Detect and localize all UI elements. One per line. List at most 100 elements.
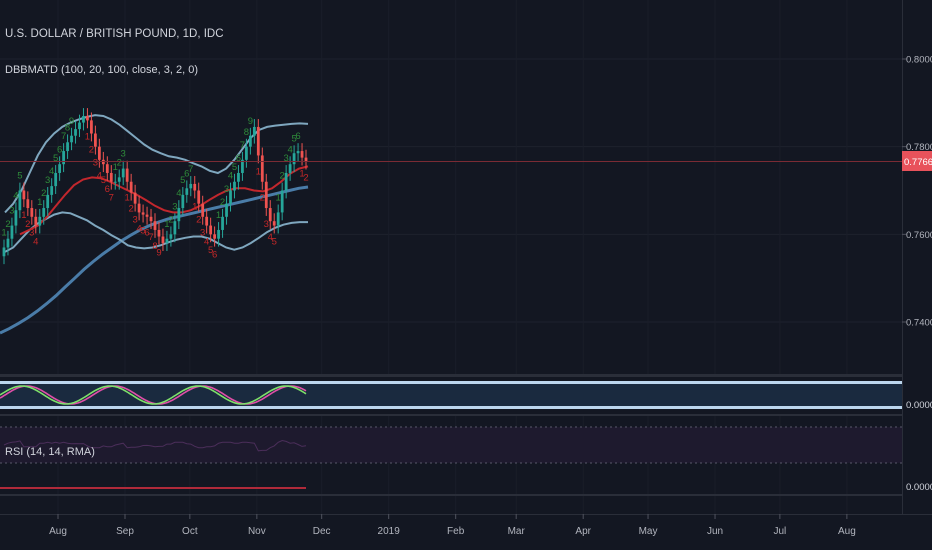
candle-body bbox=[284, 172, 288, 191]
td-count-down: 2 bbox=[25, 219, 30, 230]
candle-body bbox=[82, 115, 85, 123]
candle-body bbox=[117, 177, 121, 182]
rsi-pane-fill bbox=[0, 427, 902, 463]
td-count-down: 6 bbox=[212, 250, 217, 261]
price-axis-label: 0.78000 bbox=[906, 142, 932, 153]
time-axis-label: Aug bbox=[838, 526, 856, 537]
candle-body bbox=[193, 183, 197, 191]
candle-body bbox=[105, 164, 109, 173]
td-count-up: 6 bbox=[236, 153, 241, 164]
candle-body bbox=[157, 229, 161, 237]
candle-body bbox=[205, 216, 209, 226]
candle-body bbox=[97, 146, 101, 160]
candle-body bbox=[58, 164, 62, 173]
candle-body bbox=[256, 126, 260, 156]
candle-body bbox=[229, 190, 232, 204]
symbol-title[interactable]: U.S. DOLLAR / BRITISH POUND, 1D, IDC bbox=[5, 28, 224, 40]
candle-body bbox=[209, 225, 213, 235]
price-axis[interactable]: 0.80000 0.78000 0.76000 0.74000 bbox=[902, 55, 932, 329]
candle-body bbox=[248, 135, 252, 147]
td-count-up: 4 bbox=[49, 166, 54, 177]
td-count-down: 1 bbox=[299, 169, 304, 180]
candle-body bbox=[34, 216, 38, 226]
candle-body bbox=[272, 221, 276, 226]
candle-body bbox=[6, 238, 10, 248]
candle-body bbox=[145, 214, 149, 217]
osc-pane-border bbox=[0, 414, 902, 416]
td-count-up: 6 bbox=[184, 168, 189, 179]
candle-body bbox=[18, 190, 22, 211]
candle-body bbox=[46, 194, 50, 209]
candle-body bbox=[177, 208, 181, 222]
time-axis[interactable]: Aug Sep Oct Nov Dec 2019 Feb Mar Apr May Jun Jul Aug bbox=[49, 514, 856, 537]
td-count-down: 9 bbox=[156, 247, 161, 258]
rsi-legend[interactable]: RSI (14, 14, RMA) bbox=[5, 446, 95, 458]
td-count-down: 2 bbox=[89, 144, 94, 155]
td-count-up: 4 bbox=[228, 171, 233, 182]
candle-body bbox=[125, 168, 129, 182]
candle-body bbox=[137, 203, 141, 213]
candle-body bbox=[2, 247, 6, 257]
candle-body bbox=[133, 192, 137, 204]
candle-body bbox=[42, 208, 46, 217]
td-count-down: 1 bbox=[256, 166, 261, 177]
candle-body bbox=[141, 212, 145, 215]
candle-body bbox=[86, 115, 89, 121]
candle-body bbox=[109, 172, 113, 182]
td-count-down: 4 bbox=[204, 236, 209, 247]
td-count-up: 5 bbox=[232, 162, 237, 173]
candle-body bbox=[217, 229, 220, 239]
candle-body bbox=[149, 216, 153, 222]
td-count-down: 2 bbox=[196, 215, 201, 226]
candle-body bbox=[30, 208, 34, 217]
osc-pane-fill bbox=[0, 383, 902, 407]
td-count-up: 1 bbox=[216, 210, 221, 221]
td-count-up: 3 bbox=[172, 201, 177, 212]
td-count-down: 3 bbox=[200, 228, 205, 239]
candle-body bbox=[38, 216, 42, 226]
price-axis-label: 0.80000 bbox=[906, 55, 932, 66]
td-count-up: 4 bbox=[13, 190, 18, 201]
td-count-up: 5 bbox=[53, 153, 58, 164]
td-count-down: 6 bbox=[105, 184, 110, 195]
rsi-line bbox=[3, 439, 307, 452]
candle-body bbox=[292, 153, 296, 165]
td-count-down: 3 bbox=[132, 215, 137, 226]
candle-body bbox=[288, 164, 292, 173]
time-axis-label: Oct bbox=[182, 526, 198, 537]
td-count-labels: 1234512341234567891234567123123456789123… bbox=[1, 116, 308, 261]
td-count-down: 5 bbox=[101, 175, 106, 186]
candle-body bbox=[66, 142, 69, 152]
candle-body bbox=[225, 203, 228, 217]
td-count-up: 9 bbox=[69, 116, 74, 127]
osc-waves bbox=[0, 385, 307, 405]
lower-band-line bbox=[4, 211, 308, 253]
candle-body bbox=[62, 151, 65, 165]
price-axis-label: 0.76000 bbox=[906, 230, 932, 241]
candle-body bbox=[189, 183, 193, 189]
time-axis-label: 2019 bbox=[378, 526, 401, 537]
td-count-down: 1 bbox=[21, 210, 26, 221]
td-count-down: 2 bbox=[260, 193, 265, 204]
candle-body bbox=[221, 216, 224, 230]
td-count-up: 3 bbox=[45, 175, 50, 186]
td-count-up: 4 bbox=[287, 144, 292, 155]
candle-body bbox=[90, 120, 93, 134]
td-count-up: 2 bbox=[117, 157, 122, 168]
td-count-up: 5 bbox=[291, 133, 296, 144]
td-count-up: 4 bbox=[176, 188, 181, 199]
td-count-down: 3 bbox=[264, 219, 269, 230]
td-count-down: 3 bbox=[93, 158, 98, 169]
indicator-legend[interactable]: DBBMATD (100, 20, 100, close, 3, 2, 0) bbox=[5, 64, 198, 76]
time-axis-label: Jul bbox=[773, 526, 786, 537]
td-count-up: 8 bbox=[65, 122, 70, 133]
candle-body bbox=[201, 203, 205, 217]
candle-body bbox=[153, 221, 157, 230]
candle-body bbox=[237, 172, 240, 182]
td-count-up: 9 bbox=[248, 116, 253, 127]
td-count-up: 5 bbox=[180, 175, 185, 186]
candle-body bbox=[245, 146, 248, 160]
